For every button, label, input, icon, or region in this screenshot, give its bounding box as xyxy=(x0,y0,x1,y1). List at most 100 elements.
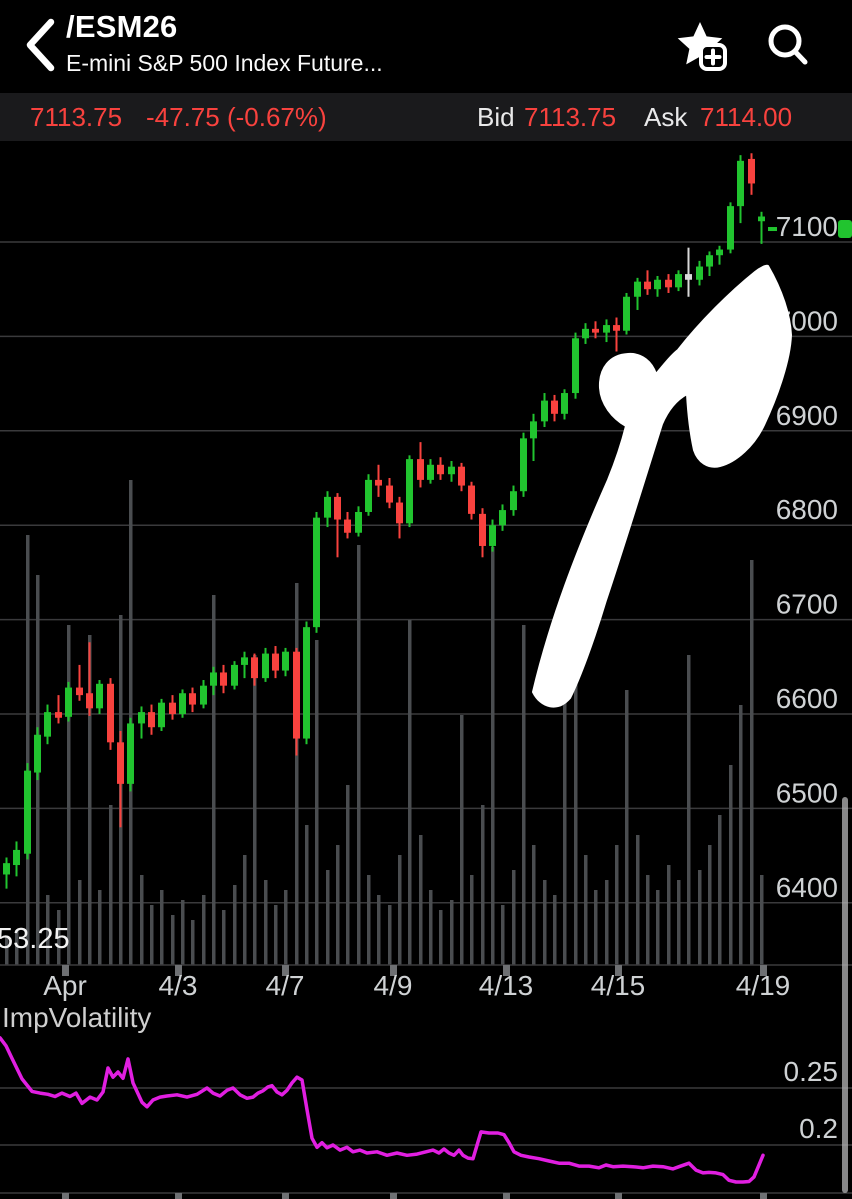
search-button[interactable] xyxy=(760,18,816,74)
candlestick xyxy=(313,517,320,628)
volume-bar xyxy=(315,640,319,965)
ask-label: Ask xyxy=(644,102,688,132)
candlestick xyxy=(3,863,10,875)
candlestick xyxy=(24,770,31,854)
candlestick xyxy=(427,464,434,480)
x-axis-tick xyxy=(615,965,622,976)
header: /ESM26 E-mini S&P 500 Index Future... xyxy=(0,0,852,92)
volume-bar xyxy=(460,715,464,965)
volume-bar xyxy=(667,865,671,965)
candlestick xyxy=(251,657,258,679)
candlestick xyxy=(654,279,661,290)
candle-wick xyxy=(615,317,618,352)
candlestick xyxy=(644,281,651,290)
volume-bar xyxy=(739,705,743,965)
volume-bar xyxy=(636,835,640,965)
candlestick xyxy=(592,328,599,333)
candlestick xyxy=(634,281,641,297)
candle-wick xyxy=(336,493,339,558)
volume-bar xyxy=(243,855,247,965)
study-x-axis-tick xyxy=(282,1193,289,1199)
candlestick xyxy=(458,466,465,486)
volume-bar xyxy=(26,535,30,965)
study-x-axis-tick xyxy=(503,1193,510,1199)
candle-wick xyxy=(687,247,690,297)
volume-bar xyxy=(760,875,764,965)
x-axis-label: 4/3 xyxy=(159,970,198,1001)
candlestick xyxy=(758,216,765,222)
candlestick xyxy=(324,496,331,518)
volume-bar xyxy=(698,870,702,965)
candlestick xyxy=(613,325,620,331)
volume-bar xyxy=(202,895,206,965)
candlestick xyxy=(551,400,558,414)
volume-bar xyxy=(750,560,754,965)
volume-bar xyxy=(646,875,650,965)
volume-bar xyxy=(274,905,278,965)
volume-bar xyxy=(326,870,330,965)
volume-bar xyxy=(98,890,102,965)
x-axis-label: 4/19 xyxy=(736,970,791,1001)
volume-bar xyxy=(656,890,660,965)
ask-value: 7114.00 xyxy=(700,102,793,132)
candlestick xyxy=(582,328,589,339)
volume-bar xyxy=(450,900,454,965)
plus-icon xyxy=(704,48,722,66)
candlestick xyxy=(520,438,527,492)
volume-bar xyxy=(284,890,288,965)
y-axis-label: 6700 xyxy=(776,589,838,620)
candlestick xyxy=(293,651,300,739)
candlestick xyxy=(282,651,289,671)
volume-bar xyxy=(563,625,567,965)
volume-bar xyxy=(109,805,113,965)
candle-wick xyxy=(78,664,81,701)
scrollbar[interactable] xyxy=(842,797,848,1193)
candlestick xyxy=(675,274,682,288)
candlestick xyxy=(127,723,134,784)
y-axis-label: 7100 xyxy=(776,211,838,242)
candlestick xyxy=(148,712,155,728)
y-axis-label: 6400 xyxy=(776,872,838,903)
candlestick xyxy=(706,255,713,267)
page-title: /ESM26 xyxy=(66,9,178,44)
magnifier-handle xyxy=(793,49,808,65)
x-axis-tick xyxy=(62,965,69,976)
candlestick xyxy=(685,274,692,280)
candlestick xyxy=(34,734,41,773)
last-price-dash xyxy=(768,227,777,232)
candlestick xyxy=(737,160,744,207)
volume-bar xyxy=(367,875,371,965)
candlestick xyxy=(117,742,124,784)
last-price-tab xyxy=(838,220,852,239)
back-button[interactable] xyxy=(18,14,62,76)
volume-bar xyxy=(388,905,392,965)
volume-bar xyxy=(501,905,505,965)
candlestick xyxy=(86,693,93,709)
candlestick xyxy=(179,693,186,714)
candlestick xyxy=(748,158,755,184)
add-to-watchlist-button[interactable] xyxy=(672,18,728,74)
candlestick xyxy=(510,491,517,511)
volume-bar xyxy=(67,625,71,965)
title-block: /ESM26 E-mini S&P 500 Index Future... xyxy=(66,8,383,78)
volume-bar xyxy=(191,920,195,965)
volume-bar xyxy=(160,890,164,965)
candlestick xyxy=(479,513,486,546)
candlestick xyxy=(696,266,703,280)
volume-bar xyxy=(253,655,257,965)
volume-bar xyxy=(553,895,557,965)
volume-bar xyxy=(532,845,536,965)
quote-bar: 7113.75 -47.75 (-0.67%) Bid 7113.75 Ask … xyxy=(0,93,852,141)
volume-bar xyxy=(398,855,402,965)
volume-bar xyxy=(543,880,547,965)
bid-label: Bid xyxy=(477,102,515,132)
x-axis-tick xyxy=(760,965,767,976)
x-axis-label: 4/9 xyxy=(374,970,413,1001)
x-axis-label: 4/13 xyxy=(479,970,534,1001)
study-y-axis-label: 0.25 xyxy=(784,1056,839,1087)
candlestick xyxy=(355,511,362,533)
x-axis-tick xyxy=(390,965,397,976)
candlestick xyxy=(220,672,227,686)
candlestick xyxy=(623,296,630,331)
